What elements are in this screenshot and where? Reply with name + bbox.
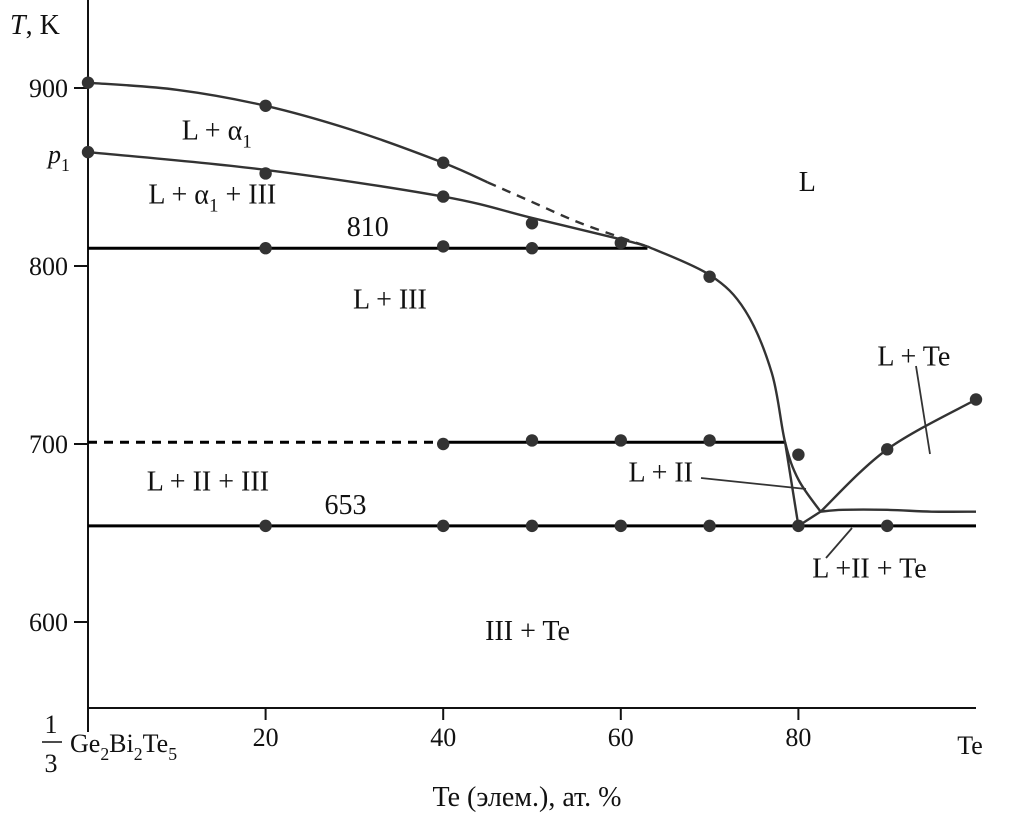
x-tick-label: 80 (785, 723, 811, 752)
data-point (614, 519, 627, 533)
phase-boundary-curve (820, 508, 977, 513)
phase-region-label: L (799, 167, 816, 198)
composition-formula: Ge2Bi2Te5 (70, 729, 177, 764)
isotherm-label: 653 (325, 490, 367, 521)
leader-line (700, 477, 807, 490)
data-points (81, 76, 983, 533)
x-tick-label: 20 (253, 723, 279, 752)
phase-region-label: L +II + Te (812, 554, 926, 585)
data-point (259, 167, 272, 180)
x-tick-label: 40 (430, 723, 456, 752)
axes: 600 700 800 900 p1 20 40 60 80 1 3 Ge2Bi2Te5 Te T, K T… (10, 0, 983, 813)
phase-region-label: L + Te (877, 342, 950, 373)
data-point (81, 76, 95, 89)
fraction-numerator: 1 (45, 710, 58, 739)
phase-region-label: L + II (628, 457, 693, 488)
fraction-denominator: 3 (45, 749, 58, 778)
phase-boundary-curve (87, 81, 489, 184)
data-point (703, 270, 716, 283)
y-tick-label: 600 (29, 608, 68, 637)
data-point (81, 145, 95, 159)
data-point (969, 393, 983, 406)
phase-region-label: III + Te (485, 616, 570, 647)
data-point (525, 217, 539, 230)
data-point (437, 156, 450, 169)
data-point (792, 448, 805, 461)
data-point (525, 242, 539, 255)
data-point (614, 236, 627, 250)
phase-boundary-curve (819, 398, 977, 513)
leader-line (825, 527, 853, 559)
phase-region-label: L + II + III (147, 466, 269, 497)
phase-labels: L + α1 L + α1 + III L L + III L + Te L + II +… (147, 116, 951, 647)
data-point (525, 519, 539, 533)
phase-region-label: L + III (353, 285, 427, 316)
y-tick-label: 900 (29, 74, 68, 103)
data-point (437, 190, 450, 203)
phase-region-label: L + α1 + III (148, 180, 276, 217)
label-leaders (700, 365, 931, 559)
data-point (437, 240, 450, 253)
x-tick-label: 60 (608, 723, 634, 752)
phase-region-label: L + α1 (182, 116, 252, 153)
data-point (792, 519, 805, 533)
data-point (437, 519, 450, 533)
phase-boundary-curve (783, 442, 800, 527)
data-point (614, 434, 627, 447)
phase-boundary-curve (487, 181, 648, 248)
data-point (437, 437, 450, 451)
y-axis-title: T, K (10, 10, 60, 41)
data-point (259, 242, 272, 255)
leader-line (915, 365, 931, 455)
y-tick-label-p1: p1 (46, 140, 70, 175)
data-point (259, 519, 272, 533)
data-point (881, 519, 894, 533)
x-end-label: Te (957, 731, 983, 760)
x-axis-title: Te (элем.), ат. % (432, 782, 621, 813)
y-tick-label: 800 (29, 252, 68, 281)
data-point (881, 443, 894, 456)
data-point (259, 99, 272, 113)
data-point (703, 519, 716, 533)
data-point (703, 434, 716, 447)
y-tick-label: 700 (29, 430, 68, 459)
isotherm-label: 810 (347, 212, 389, 243)
phase-boundaries (87, 81, 977, 527)
data-point (525, 434, 539, 447)
